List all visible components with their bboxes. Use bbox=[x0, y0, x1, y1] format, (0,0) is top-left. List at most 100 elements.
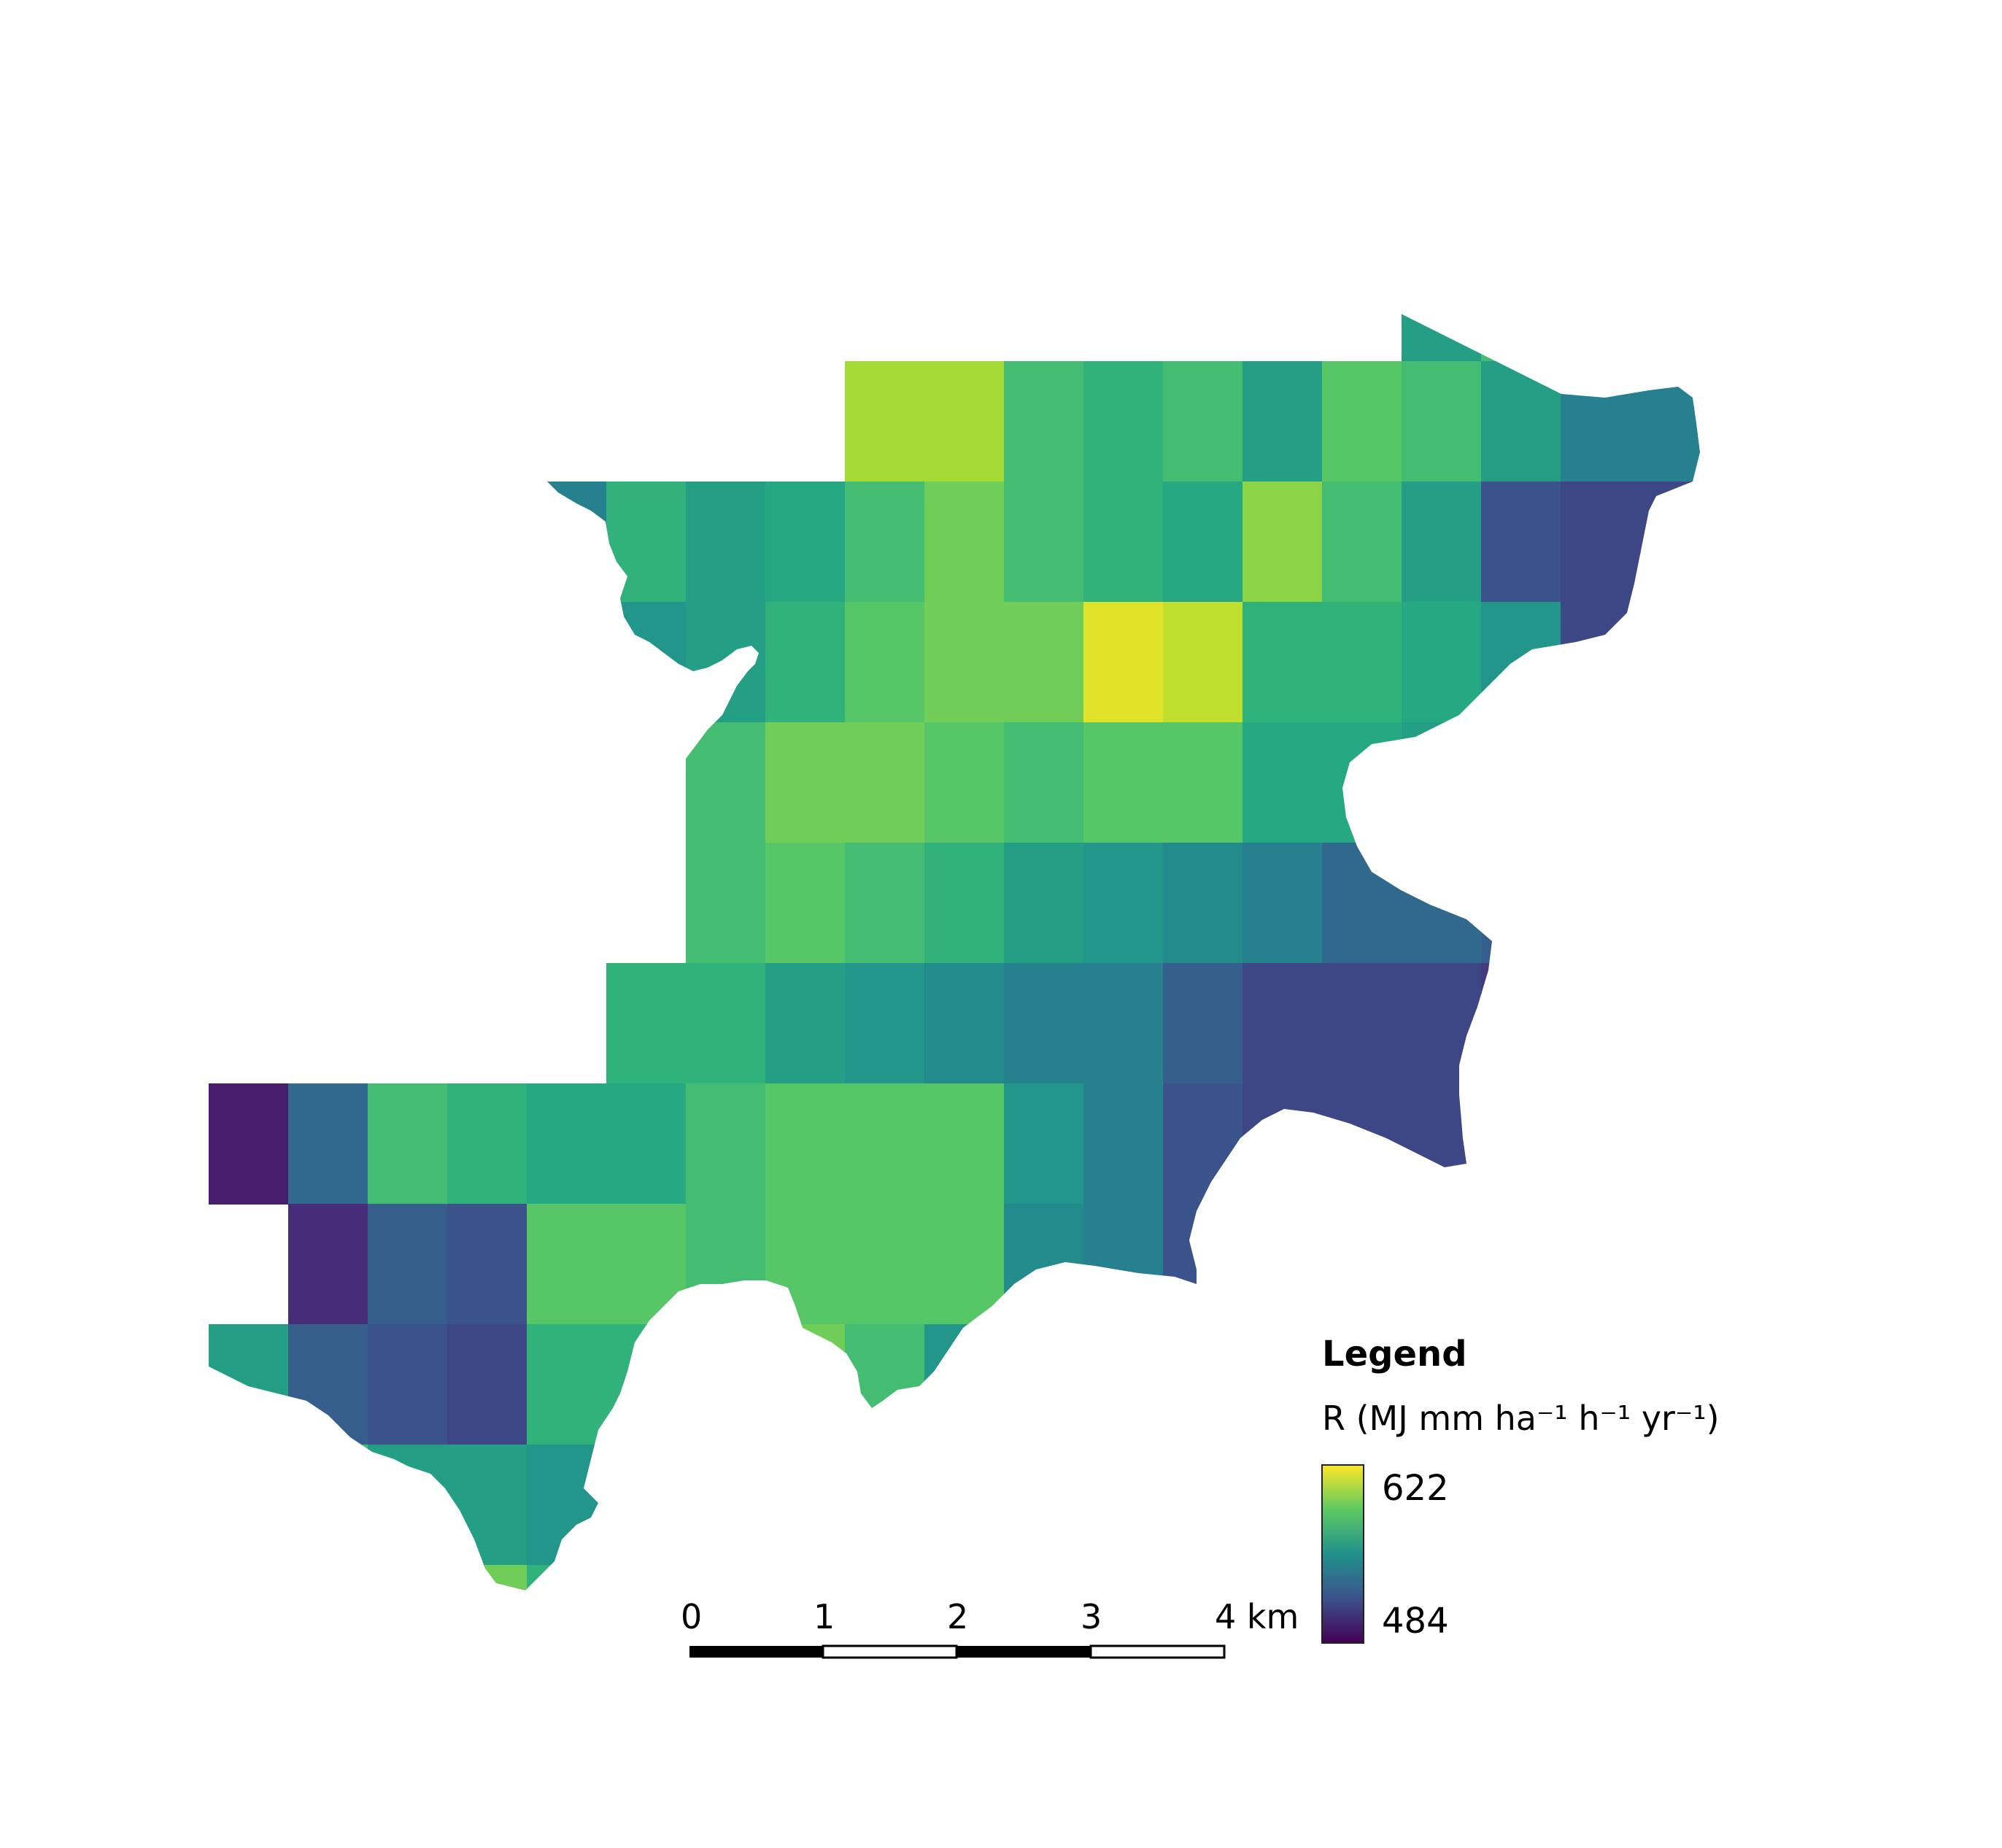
grid-cell bbox=[845, 1204, 925, 1325]
legend-variable-label: R (MJ mm ha⁻¹ h⁻¹ yr⁻¹) bbox=[1322, 1399, 1720, 1438]
grid-cell bbox=[845, 1565, 925, 1590]
grid-cell bbox=[447, 1324, 527, 1445]
grid-cell bbox=[288, 1083, 368, 1205]
grid-cell bbox=[1004, 361, 1084, 482]
grid-cell bbox=[1720, 963, 1800, 1084]
grid-cell bbox=[1242, 1445, 1323, 1566]
grid-cell bbox=[1720, 0, 1800, 121]
grid-cell bbox=[288, 1565, 368, 1590]
grid-cell bbox=[686, 1806, 766, 1848]
grid-cell bbox=[527, 1685, 607, 1806]
grid-cell bbox=[1481, 963, 1561, 1084]
grid-cell bbox=[368, 1685, 448, 1806]
grid-cell bbox=[209, 1083, 289, 1205]
grid-cell bbox=[686, 1324, 766, 1445]
grid-cell bbox=[368, 1565, 448, 1590]
grid-cell bbox=[447, 482, 527, 603]
grid-cell bbox=[1004, 1685, 1084, 1806]
grid-cell bbox=[129, 482, 209, 603]
grid-cell bbox=[845, 602, 925, 723]
grid-cell bbox=[1879, 241, 1959, 362]
grid-cell bbox=[845, 1445, 925, 1566]
legend-color-ramp bbox=[1321, 1464, 1364, 1644]
grid-cell bbox=[1083, 963, 1164, 1084]
grid-cell bbox=[368, 1445, 448, 1566]
grid-cell bbox=[1242, 1083, 1323, 1205]
grid-cell bbox=[1561, 963, 1641, 1084]
grid-cell bbox=[1481, 1445, 1561, 1566]
grid-cell bbox=[1083, 1204, 1164, 1325]
grid-cell bbox=[1004, 722, 1084, 843]
grid-cell bbox=[1720, 1204, 1800, 1325]
grid-cell bbox=[1004, 1083, 1084, 1205]
scale-seg-2 bbox=[822, 1644, 958, 1659]
grid-cell bbox=[1163, 361, 1243, 482]
grid-cell bbox=[288, 482, 368, 603]
grid-cell bbox=[1481, 241, 1561, 362]
grid-cell bbox=[765, 1324, 846, 1445]
grid-cell bbox=[1083, 1445, 1164, 1566]
grid-cell bbox=[447, 1204, 527, 1325]
grid-cell bbox=[765, 1445, 846, 1566]
grid-cell bbox=[1720, 241, 1800, 362]
grid-cell bbox=[1163, 843, 1243, 964]
grid-cell bbox=[845, 361, 925, 482]
grid-cell bbox=[1402, 482, 1482, 603]
grid-cell bbox=[129, 1445, 209, 1566]
grid-cell bbox=[606, 1565, 687, 1590]
grid-cell bbox=[686, 843, 766, 964]
grid-cell bbox=[686, 1685, 766, 1806]
grid-cell bbox=[765, 963, 846, 1084]
grid-cell bbox=[1242, 722, 1323, 843]
grid-cell bbox=[1004, 1324, 1084, 1445]
grid-cell bbox=[1322, 963, 1402, 1084]
grid-cell bbox=[209, 1324, 289, 1445]
grid-cell bbox=[1799, 361, 1879, 482]
grid-cell bbox=[606, 1204, 687, 1325]
grid-cell bbox=[606, 1806, 687, 1848]
grid-cell bbox=[924, 1083, 1005, 1205]
grid-cell bbox=[1561, 482, 1641, 603]
grid-cell bbox=[924, 843, 1005, 964]
grid-cell bbox=[1481, 602, 1561, 723]
grid-cell bbox=[1561, 1083, 1641, 1205]
grid-cell bbox=[1004, 843, 1084, 964]
grid-cell bbox=[527, 602, 607, 723]
grid-cell bbox=[1640, 843, 1700, 964]
grid-cell bbox=[447, 1083, 527, 1205]
grid-cell bbox=[606, 1083, 687, 1205]
grid-cell bbox=[368, 1324, 448, 1445]
grid-cell bbox=[209, 1445, 289, 1566]
grid-cell bbox=[1083, 361, 1164, 482]
grid-cell bbox=[924, 361, 1005, 482]
grid-cell bbox=[1004, 1565, 1084, 1590]
grid-cell bbox=[1799, 482, 1879, 603]
grid-cell bbox=[50, 482, 130, 603]
grid-cell bbox=[1481, 1204, 1561, 1325]
grid-cell bbox=[845, 963, 925, 1084]
grid-cell bbox=[845, 843, 925, 964]
grid-cell bbox=[1322, 361, 1402, 482]
grid-cell bbox=[1402, 361, 1482, 482]
grid-cell bbox=[527, 482, 607, 603]
grid-cell bbox=[1640, 1083, 1700, 1205]
grid-cell bbox=[1163, 1445, 1243, 1566]
grid-cell bbox=[765, 843, 846, 964]
grid-cell bbox=[1561, 241, 1641, 362]
grid-cell bbox=[845, 1083, 925, 1205]
grid-cell bbox=[1481, 482, 1561, 603]
grid-cell bbox=[447, 1806, 527, 1848]
grid-cell bbox=[1402, 1204, 1482, 1325]
scale-tick-0: 0 bbox=[681, 1597, 702, 1636]
grid-cell bbox=[765, 1685, 846, 1806]
scale-bar: 0 1 2 3 4 km bbox=[681, 1597, 1299, 1659]
grid-cell bbox=[845, 1685, 925, 1806]
grid-cell bbox=[1083, 482, 1164, 603]
grid-cell bbox=[1322, 1083, 1402, 1205]
grid-cell bbox=[765, 1204, 846, 1325]
grid-cell bbox=[924, 1204, 1005, 1325]
grid-cell bbox=[1640, 23, 1700, 121]
grid-cell bbox=[1720, 722, 1800, 843]
grid-cell bbox=[924, 602, 1005, 723]
scale-seg-1 bbox=[689, 1646, 823, 1658]
